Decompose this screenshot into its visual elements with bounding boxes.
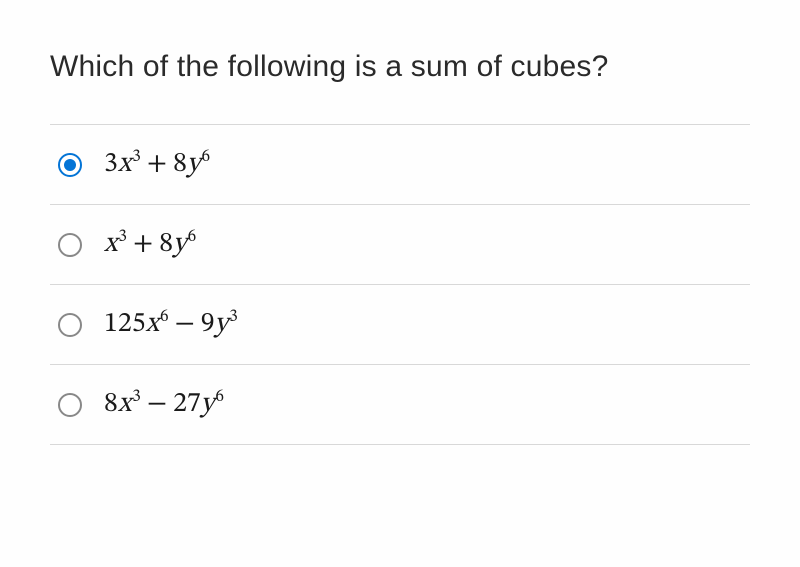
coef: 8 [104, 387, 118, 422]
variable: x [118, 147, 131, 182]
variable: x [146, 307, 159, 342]
variable: x [118, 387, 131, 422]
coef: 3 [104, 147, 118, 182]
operator: + [133, 227, 153, 262]
variable: y [187, 147, 201, 182]
radio-icon[interactable] [58, 233, 82, 257]
exponent: 6 [160, 307, 169, 328]
variable: x [104, 227, 117, 262]
operator: + [147, 147, 167, 182]
exponent: 6 [215, 387, 224, 408]
coef: 125 [104, 307, 146, 342]
question-prompt: Which of the following is a sum of cubes… [50, 50, 750, 84]
variable: y [173, 227, 187, 262]
coef: 8 [159, 227, 173, 262]
option-row[interactable]: 125x6−9y3 [50, 285, 750, 365]
variable: y [201, 387, 215, 422]
operator: − [147, 387, 167, 422]
coef: 8 [173, 147, 187, 182]
radio-icon[interactable] [58, 393, 82, 417]
option-math: 3x3 +8y6 [104, 147, 210, 182]
option-row[interactable]: x3 +8y6 [50, 205, 750, 285]
radio-selected-icon[interactable] [58, 153, 82, 177]
question-container: Which of the following is a sum of cubes… [50, 50, 750, 445]
exponent: 6 [201, 147, 210, 168]
exponent: 3 [229, 307, 238, 328]
coef: 27 [173, 387, 201, 422]
option-math: x3 +8y6 [104, 227, 196, 262]
exponent: 6 [188, 227, 197, 248]
operator: − [175, 307, 195, 342]
options-list: 3x3+8y6 x3+8y6 125x6−9y3 8x3−27y6 [50, 124, 750, 445]
option-row[interactable]: 3x3 +8y6 [50, 125, 750, 205]
option-math: 8x3−27y6 [104, 387, 224, 422]
variable: y [215, 307, 229, 342]
exponent: 3 [132, 387, 141, 408]
exponent: 3 [118, 227, 127, 248]
radio-icon[interactable] [58, 313, 82, 337]
coef: 9 [201, 307, 215, 342]
option-row[interactable]: 8x3−27y6 [50, 365, 750, 445]
option-math: 125x6−9y3 [104, 307, 238, 342]
exponent: 3 [132, 147, 141, 168]
